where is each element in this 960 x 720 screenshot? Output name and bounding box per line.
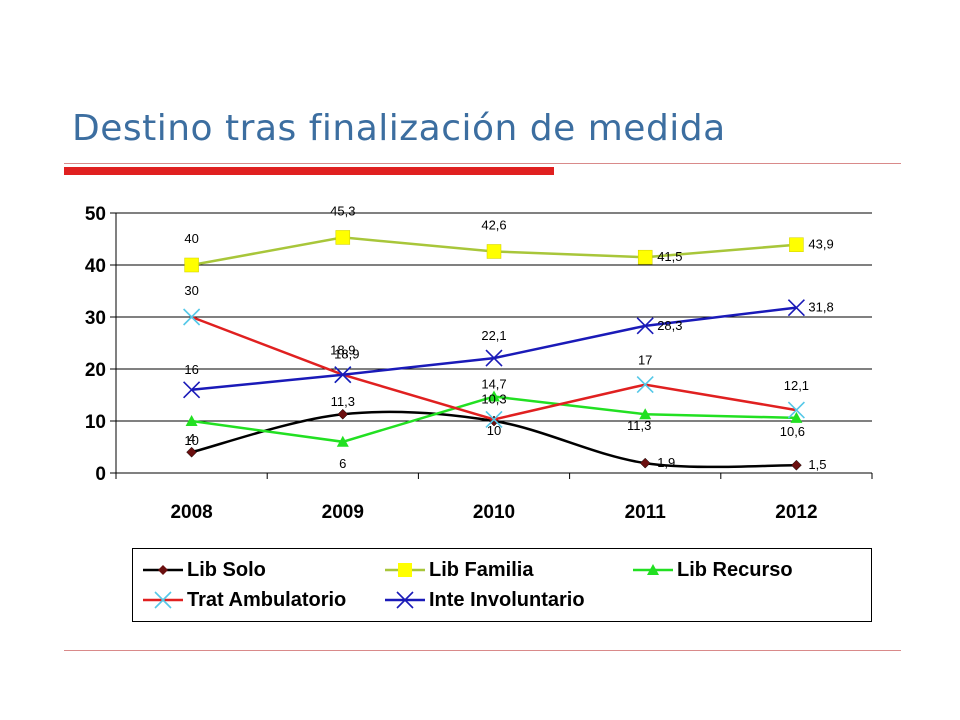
legend-label: Trat Ambulatorio (187, 588, 347, 611)
legend-swatch (385, 591, 425, 609)
data-label: 10,3 (481, 391, 506, 406)
data-point (337, 408, 349, 420)
data-point (787, 299, 805, 317)
y-tick-label: 20 (85, 360, 106, 381)
title-divider (64, 163, 901, 164)
data-label: 1,5 (808, 457, 826, 472)
data-label: 31,8 (808, 300, 833, 315)
data-label: 22,1 (481, 328, 506, 343)
legend-item: Lib Familia (385, 557, 533, 583)
legend-item: Lib Solo (143, 557, 266, 583)
data-point (787, 401, 805, 419)
data-label: 4 (188, 431, 195, 446)
y-tick-label: 30 (85, 308, 106, 329)
data-label: 40 (184, 231, 198, 246)
legend-label: Lib Solo (187, 558, 266, 581)
data-point (183, 381, 201, 399)
data-point (184, 257, 199, 273)
data-point (334, 366, 352, 384)
data-label: 28,3 (657, 318, 682, 333)
data-label: 16 (184, 362, 198, 377)
data-label: 17 (638, 353, 652, 368)
data-label: 18,9 (334, 347, 359, 362)
legend-item: Inte Involuntario (385, 587, 585, 613)
data-label: 41,5 (657, 249, 682, 264)
data-point (636, 376, 654, 394)
data-point (186, 446, 197, 458)
y-tick-label: 50 (85, 204, 106, 225)
data-label: 10 (184, 433, 198, 448)
legend-swatch (143, 565, 183, 575)
data-point (789, 237, 804, 252)
data-point (790, 411, 803, 423)
title-accent-bar (64, 167, 554, 175)
legend-label: Lib Familia (429, 558, 534, 581)
data-label: 14,7 (481, 377, 506, 392)
y-tick-label: 10 (85, 412, 106, 433)
data-point (485, 410, 503, 429)
slide-title: Destino tras finalización de medida (72, 108, 726, 149)
data-point (486, 244, 502, 259)
footer-divider (64, 650, 901, 651)
legend-swatch (633, 564, 673, 575)
line-chart: 0 10 20 30 40 50 2008 2009 2010 2011 2012 4 11,3 10 1,… (85, 203, 873, 523)
data-label: 1,9 (657, 455, 675, 470)
x-tick-label: 2011 (625, 502, 667, 523)
data-point (183, 308, 201, 326)
legend-label: Inte Involuntario (429, 588, 585, 611)
data-point (639, 457, 651, 469)
data-point (639, 408, 652, 420)
y-tick-label: 0 (95, 464, 106, 485)
data-point (335, 230, 351, 245)
data-point (485, 349, 503, 367)
data-label: 30 (184, 283, 198, 298)
x-tick-label: 2010 (473, 502, 515, 523)
data-label: 42,6 (481, 217, 506, 232)
data-label: 10 (487, 423, 501, 438)
legend-item: Lib Recurso (633, 557, 793, 583)
data-point (336, 435, 349, 447)
data-label: 6 (339, 456, 346, 471)
legend-item: Trat Ambulatorio (143, 587, 346, 613)
x-tick-label: 2008 (170, 502, 212, 523)
data-point (185, 415, 198, 426)
legend-swatch (143, 591, 183, 609)
data-label: 43,9 (808, 237, 833, 252)
data-label: 18,9 (330, 343, 355, 358)
data-label: 11,3 (331, 394, 355, 409)
data-label: 45,3 (330, 203, 355, 218)
data-point (637, 249, 653, 265)
legend-swatch (385, 563, 425, 577)
chart-legend: Lib Solo Lib Familia Lib Recurso Trat Ambul… (132, 548, 872, 622)
data-point (488, 390, 500, 402)
x-tick-label: 2012 (775, 502, 817, 523)
x-tick-label: 2009 (322, 502, 364, 523)
y-tick-label: 40 (85, 256, 106, 277)
data-point (636, 317, 654, 335)
data-label: 12,1 (784, 378, 809, 393)
data-label: 11,3 (627, 418, 651, 433)
data-point (791, 459, 802, 471)
data-label: 10,6 (780, 424, 805, 439)
legend-label: Lib Recurso (677, 558, 793, 581)
